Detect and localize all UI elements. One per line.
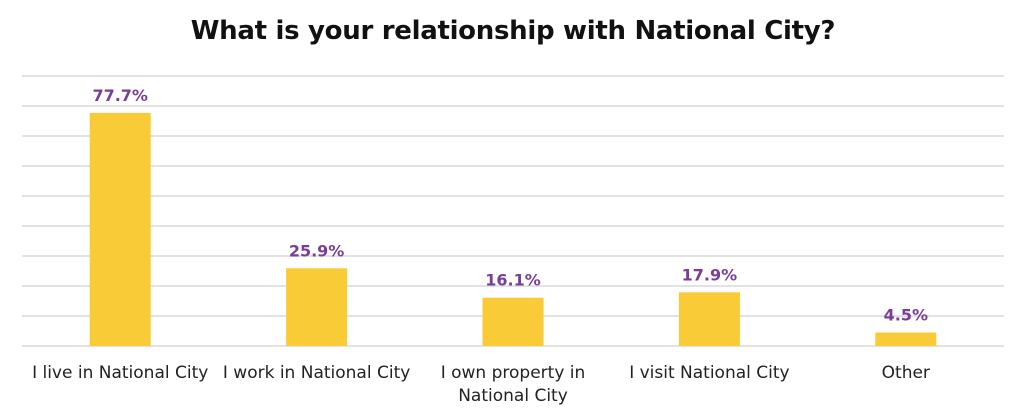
data-label-layer: 77.7% 25.9% 16.1% 17.9% 4.5% [92,86,928,325]
category-tick-label: I own property in [441,363,586,383]
bar-layer [89,112,937,347]
bar [89,112,151,347]
bar [678,292,740,346]
data-label: 25.9% [289,241,345,260]
data-label: 16.1% [485,271,541,290]
category-tick-label: I work in National City [223,363,410,383]
bar [286,268,348,346]
bar [482,297,544,346]
bar [875,332,937,346]
category-tick-label: I visit National City [629,363,789,383]
data-label: 77.7% [92,86,148,105]
category-tick-label: Other [882,363,930,383]
category-tick-label: National City [458,386,568,406]
data-label: 4.5% [884,306,928,325]
chart-title: What is your relationship with National … [190,16,836,46]
data-label: 17.9% [682,265,738,284]
category-tick-label: I live in National City [32,363,208,383]
category-axis-labels: I live in National City I work in Nationa… [32,363,930,406]
